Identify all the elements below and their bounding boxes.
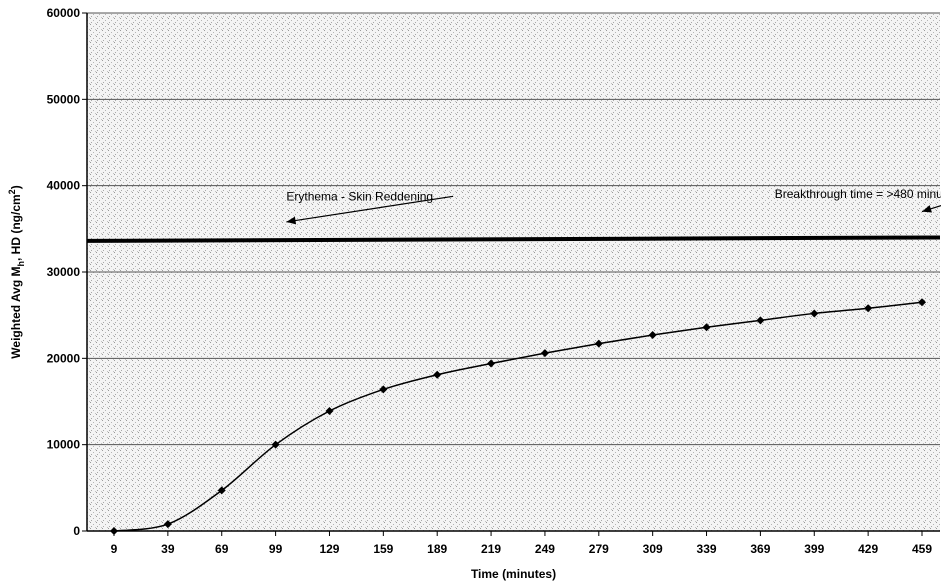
data-point xyxy=(217,486,226,495)
arrowhead xyxy=(286,216,297,225)
data-point xyxy=(648,331,657,340)
y-axis-title-part: h xyxy=(16,261,26,267)
data-point xyxy=(756,316,765,325)
threshold-line xyxy=(86,235,941,243)
x-tick-label: 9 xyxy=(111,542,118,556)
series-group xyxy=(110,298,926,535)
y-axis-title: Weighted Avg Mh, HD (ng/cm2) xyxy=(7,185,26,358)
y-tick-label: 0 xyxy=(73,524,80,538)
y-axis-title-part: Weighted Avg M xyxy=(9,266,23,358)
y-tick-label: 40000 xyxy=(47,179,81,193)
data-point xyxy=(540,349,549,358)
data-point xyxy=(271,440,280,449)
x-tick-label: 189 xyxy=(427,542,447,556)
y-tick-label: 10000 xyxy=(47,438,81,452)
series-line xyxy=(113,301,923,532)
annotation-label: Breakthrough time = >480 minutes xyxy=(775,187,941,201)
y-axis-ticks: 0 10000 20000 30000 40000 50000 60000 xyxy=(47,6,87,538)
arrowhead xyxy=(922,205,932,213)
annotations: Erythema - Skin Reddening Breakthrough ti… xyxy=(286,187,941,225)
data-point xyxy=(487,359,496,368)
data-point xyxy=(325,406,334,415)
data-point xyxy=(433,370,442,379)
x-tick-label: 69 xyxy=(215,542,229,556)
y-tick-label: 20000 xyxy=(47,351,81,365)
x-tick-label: 279 xyxy=(589,542,609,556)
data-point xyxy=(810,309,819,318)
x-axis-title: Time (minutes) xyxy=(471,567,556,581)
x-tick-label: 369 xyxy=(750,542,770,556)
annotation-arrow xyxy=(286,195,454,223)
annotation-label: Erythema - Skin Reddening xyxy=(286,189,433,203)
x-tick-label: 459 xyxy=(912,542,932,556)
data-point xyxy=(379,385,388,394)
data-point xyxy=(702,323,711,332)
x-axis-ticks: 9 39 69 99 129 159 189 219 249 279 309 339 369 399 429… xyxy=(111,531,932,556)
data-point xyxy=(594,339,603,348)
reference-lines xyxy=(86,235,941,243)
y-axis-title-part: ) xyxy=(9,185,23,189)
x-tick-label: 309 xyxy=(643,542,663,556)
y-tick-label: 30000 xyxy=(47,265,81,279)
y-axis-title-part: 2 xyxy=(7,189,17,194)
x-tick-label: 129 xyxy=(319,542,339,556)
x-tick-label: 249 xyxy=(535,542,555,556)
x-tick-label: 99 xyxy=(269,542,283,556)
data-point xyxy=(110,527,118,535)
x-tick-label: 159 xyxy=(373,542,393,556)
y-axis-title-part: , HD (ng/cm xyxy=(9,194,23,261)
data-point xyxy=(918,298,926,307)
y-tick-label: 60000 xyxy=(47,6,81,20)
annotation-arrow xyxy=(921,204,941,213)
x-tick-label: 339 xyxy=(697,542,717,556)
y-tick-label: 50000 xyxy=(47,92,81,106)
data-point xyxy=(864,304,873,313)
x-tick-label: 399 xyxy=(804,542,824,556)
x-tick-label: 219 xyxy=(481,542,501,556)
data-point xyxy=(163,520,172,529)
x-tick-label: 429 xyxy=(858,542,878,556)
x-tick-label: 39 xyxy=(161,542,175,556)
